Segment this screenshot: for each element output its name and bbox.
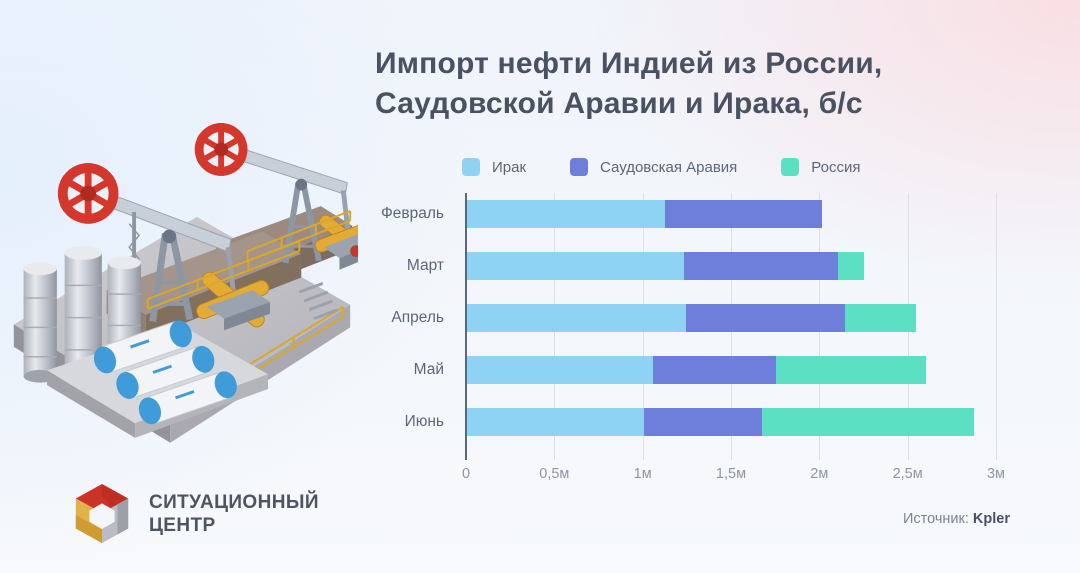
gridline	[996, 193, 997, 460]
source-value: Kpler	[972, 511, 1010, 527]
logo-text: СИТУАЦИОННЫЙ ЦЕНТР	[149, 491, 319, 537]
logo-text-line2: ЦЕНТР	[149, 515, 216, 536]
category-label: Февраль	[381, 205, 444, 222]
x-tick-label: 2,5м	[892, 466, 923, 482]
bar-row	[467, 408, 975, 436]
chart-title-line2: Саудовской Аравии и Ирака, б/с	[375, 87, 863, 120]
bar-segment	[776, 356, 927, 384]
x-tick-label: 0,5м	[539, 466, 570, 482]
bar-segment	[837, 252, 865, 280]
bar-segment	[684, 252, 838, 280]
y-labels: Февраль Март Апрель Май Июнь	[318, 193, 455, 461]
source-label: Источник:	[902, 511, 969, 527]
bar-segment	[845, 304, 916, 332]
source-note: Источник: Kpler	[903, 511, 1010, 527]
x-tick-label: 2м	[810, 466, 829, 482]
chart-title: Импорт нефти Индией из России, Саудовско…	[375, 44, 1035, 124]
bar-segment	[467, 356, 653, 384]
bar-segment	[664, 200, 823, 228]
category-label: Март	[406, 257, 444, 274]
legend-swatch	[781, 158, 800, 176]
chart-title-line1: Импорт нефти Индией из России,	[375, 47, 883, 80]
legend: Ирак Саудовская Аравия Россия	[462, 158, 861, 176]
bar-segment	[467, 200, 665, 228]
category-label: Май	[413, 361, 444, 378]
category-label: Июнь	[404, 413, 444, 430]
legend-label: Саудовская Аравия	[600, 158, 738, 176]
plot-area	[465, 193, 997, 461]
bar-row	[467, 252, 865, 280]
legend-swatch	[462, 158, 480, 176]
pumpjack-front	[57, 163, 270, 331]
bar-row	[467, 200, 823, 228]
bar-segment	[467, 304, 687, 332]
legend-label: Россия	[811, 158, 861, 176]
bar-row	[467, 356, 927, 384]
legend-item-saudi-arabia: Саудовская Аравия	[570, 158, 737, 176]
logo-cube-icon	[75, 483, 129, 544]
x-tick-label: 0	[461, 466, 471, 482]
legend-item-iraq: Ирак	[462, 158, 526, 176]
horizontal-tanks	[47, 320, 269, 438]
bar-segment	[467, 408, 644, 436]
legend-label: Ирак	[492, 158, 527, 176]
bar-row	[467, 304, 916, 332]
bar-segment	[643, 408, 763, 436]
bar-segment	[762, 408, 975, 436]
bar-segment	[652, 356, 777, 384]
axis-zero-line	[465, 193, 467, 460]
x-tick-label: 1м	[633, 466, 652, 482]
x-tick-label: 1,5м	[715, 466, 747, 482]
category-label: Апрель	[391, 309, 444, 326]
oil-field-illustration	[13, 123, 358, 443]
legend-swatch	[570, 158, 589, 176]
legend-item-russia: Россия	[781, 158, 861, 176]
logo-text-line1: СИТУАЦИОННЫЙ	[149, 492, 319, 513]
situation-center-logo: СИТУАЦИОННЫЙ ЦЕНТР	[70, 482, 319, 546]
x-axis: 0 0,5м 1м 1,5м 2м 2,5м 3м	[462, 466, 1005, 492]
x-tick-label: 3м	[986, 466, 1006, 482]
bar-segment	[686, 304, 846, 332]
bar-segment	[467, 252, 685, 280]
